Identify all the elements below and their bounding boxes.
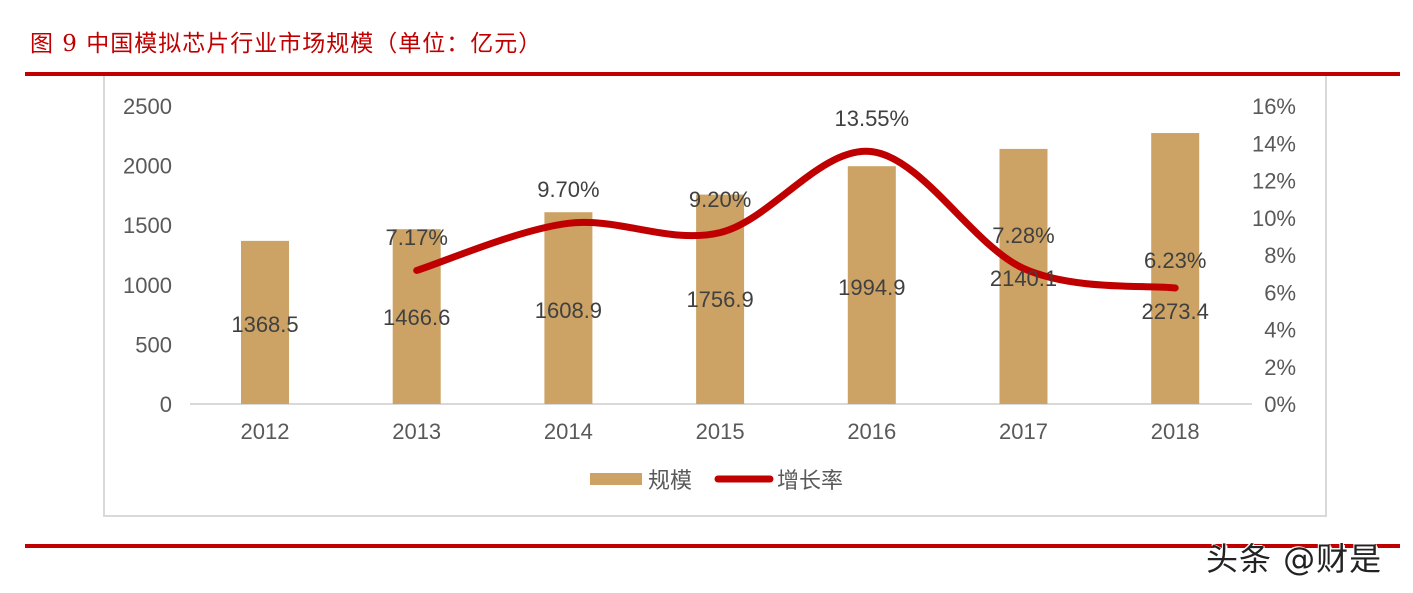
line-data-labels: 7.17% 9.70% 9.20% 13.55% 7.28% 6.23% [386,106,1207,273]
bottom-rule [25,544,1400,548]
line-data-label: 7.17% [386,225,448,250]
right-axis-tick: 4% [1264,318,1296,343]
left-axis-tick: 0 [160,392,172,417]
line-data-label: 7.28% [992,223,1054,248]
right-axis-tick: 0% [1264,392,1296,417]
top-rule [25,72,1400,76]
right-axis-tick: 12% [1252,169,1296,194]
line-data-label: 9.70% [537,177,599,202]
x-axis-tick: 2013 [392,419,441,444]
bar-data-label: 1756.9 [686,287,753,312]
bar [241,240,289,404]
legend-swatch-scale [590,473,642,485]
x-axis: 2012 2013 2014 2015 2016 2017 2018 [241,419,1200,444]
line-data-label: 6.23% [1144,248,1206,273]
bar-data-label: 2140.1 [990,266,1057,291]
bar-data-label: 1994.9 [838,275,905,300]
legend-label-growth: 增长率 [777,469,843,494]
right-axis-tick: 2% [1264,355,1296,380]
right-axis-tick: 14% [1252,131,1296,156]
left-axis-tick: 1500 [123,213,172,238]
line-data-label: 9.20% [689,187,751,212]
bar-data-label: 1368.5 [231,312,298,337]
x-axis-tick: 2015 [696,419,745,444]
bar [392,229,441,404]
bar [847,166,896,404]
left-axis-tick: 2500 [123,94,172,119]
x-axis-tick: 2012 [241,419,290,444]
bar-data-label: 1608.9 [535,298,602,323]
line-data-label: 13.55% [834,106,909,131]
bar-data-labels: 1368.5 1466.6 1608.9 1756.9 1994.9 2140.1 2273… [231,266,1208,337]
right-axis-tick: 8% [1264,243,1296,268]
watermark: 头条 @财是 [1206,540,1383,578]
bar-data-label: 1466.6 [383,305,450,330]
bar-series-scale [241,133,1200,404]
right-axis: 0% 2% 4% 6% 8% 10% 12% 14% 16% [1252,94,1296,417]
x-axis-tick: 2018 [1151,419,1200,444]
x-axis-tick: 2014 [544,419,593,444]
bar-data-label: 2273.4 [1142,299,1209,324]
right-axis-tick: 10% [1252,206,1296,231]
figure-title: 图 9 中国模拟芯片行业市场规模（单位：亿元） [30,31,543,57]
x-axis-tick: 2017 [999,419,1048,444]
right-axis-tick: 16% [1252,94,1296,119]
bar [544,212,593,404]
right-axis-tick: 6% [1264,280,1296,305]
legend-label-scale: 规模 [648,469,692,494]
left-axis-tick: 1000 [123,273,172,298]
left-axis-tick: 500 [135,332,172,357]
left-axis: 0 500 1000 1500 2000 2500 [123,94,172,417]
left-axis-tick: 2000 [123,154,172,179]
legend: 规模 增长率 [590,469,843,494]
line-series-growth [413,148,1179,292]
x-axis-tick: 2016 [847,419,896,444]
bar [1151,133,1200,404]
